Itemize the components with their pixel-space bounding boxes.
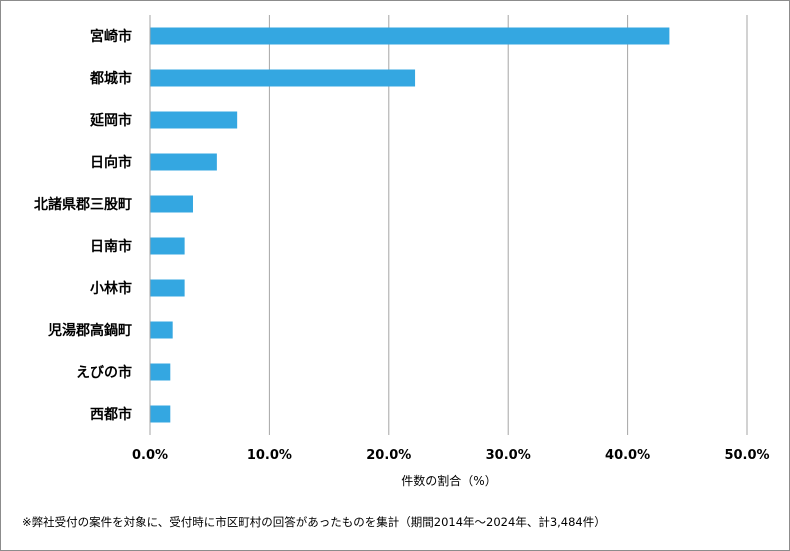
bar bbox=[150, 405, 171, 423]
category-label: えびの市 bbox=[76, 364, 132, 381]
x-tick-label: 30.0% bbox=[486, 448, 531, 463]
x-tick-label: 40.0% bbox=[605, 448, 650, 463]
bar bbox=[150, 237, 185, 255]
bar bbox=[150, 111, 238, 129]
bar bbox=[150, 69, 416, 87]
bar bbox=[150, 321, 173, 339]
x-tick-label: 10.0% bbox=[247, 448, 292, 463]
footnote: ※弊社受付の案件を対象に、受付時に市区町村の回答があったものを集計（期間2014… bbox=[22, 515, 606, 529]
category-label: 日南市 bbox=[90, 238, 132, 255]
x-tick-labels: 0.0% 10.0% 20.0% 30.0% 40.0% 50.0% bbox=[132, 448, 770, 463]
x-tick-label: 20.0% bbox=[366, 448, 411, 463]
category-label: 児湯郡高鍋町 bbox=[47, 322, 132, 339]
bar bbox=[150, 27, 670, 45]
bar bbox=[150, 153, 217, 171]
bar bbox=[150, 195, 193, 213]
category-label: 宮崎市 bbox=[90, 28, 132, 45]
category-label: 日向市 bbox=[90, 154, 132, 171]
category-label: 北諸県郡三股町 bbox=[34, 196, 132, 213]
x-axis-title: 件数の割合（%） bbox=[401, 473, 496, 488]
x-tick-label: 0.0% bbox=[132, 448, 168, 463]
category-label: 延岡市 bbox=[89, 112, 132, 129]
bar bbox=[150, 363, 171, 381]
category-label: 西都市 bbox=[90, 406, 132, 423]
x-tick-label: 50.0% bbox=[724, 448, 769, 463]
bars bbox=[150, 27, 670, 423]
category-label: 都城市 bbox=[89, 70, 132, 87]
category-label: 小林市 bbox=[90, 280, 132, 297]
bar bbox=[150, 279, 185, 297]
